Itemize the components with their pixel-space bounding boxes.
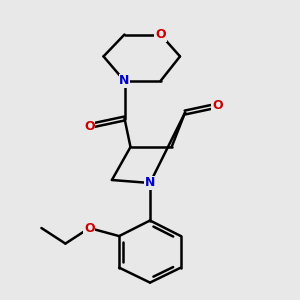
Text: N: N [119, 74, 130, 88]
Text: O: O [84, 119, 95, 133]
Text: O: O [212, 99, 223, 112]
Text: O: O [84, 221, 95, 235]
Text: O: O [155, 28, 166, 41]
Text: N: N [145, 176, 155, 190]
